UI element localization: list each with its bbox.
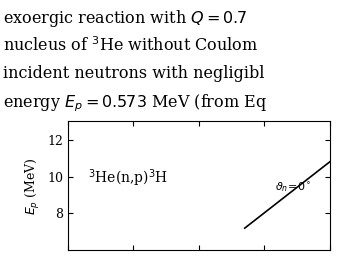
- Text: incident neutrons with negligibl: incident neutrons with negligibl: [3, 64, 265, 82]
- Text: energy $E_p = 0.573$ MeV (from Eq: energy $E_p = 0.573$ MeV (from Eq: [3, 93, 267, 115]
- Text: nucleus of $^{3}$He without Coulom: nucleus of $^{3}$He without Coulom: [3, 36, 259, 55]
- Text: $^{3}$He(n,p)$^{3}$H: $^{3}$He(n,p)$^{3}$H: [88, 167, 168, 189]
- Y-axis label: $E_p$ (MeV): $E_p$ (MeV): [23, 157, 41, 215]
- Text: exoergic reaction with $Q = 0.7$: exoergic reaction with $Q = 0.7$: [3, 8, 248, 29]
- Text: $\vartheta_n\!=\!0^\circ$: $\vartheta_n\!=\!0^\circ$: [275, 180, 311, 194]
